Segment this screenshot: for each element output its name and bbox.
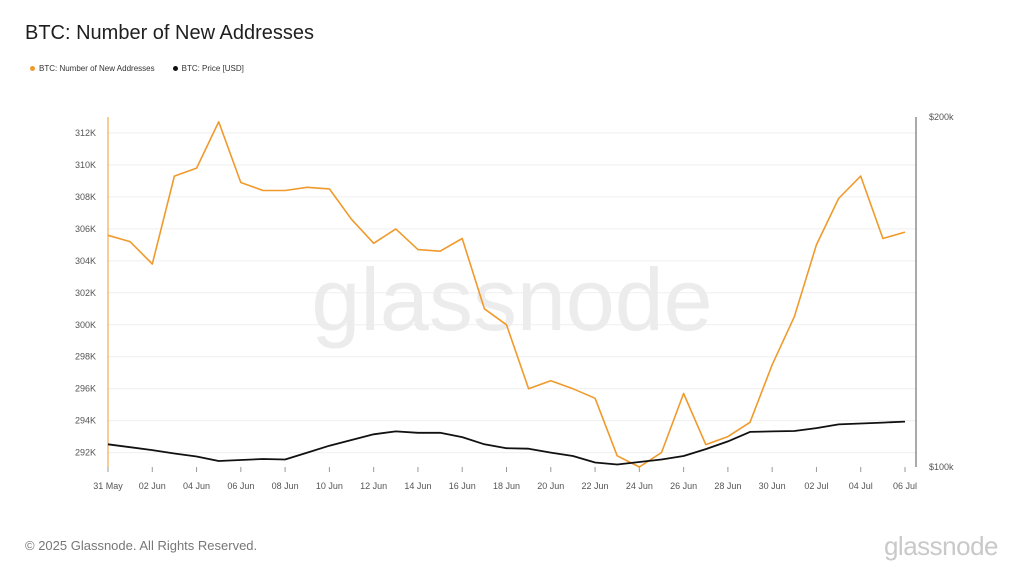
x-tick-label: 08 Jun bbox=[272, 481, 299, 491]
x-tick-label: 30 Jun bbox=[759, 481, 786, 491]
y-tick-label: 310K bbox=[75, 160, 96, 170]
copyright-text: © 2025 Glassnode. All Rights Reserved. bbox=[25, 538, 258, 553]
grid-lines bbox=[108, 132, 916, 454]
x-tick-label: 02 Jul bbox=[804, 481, 828, 491]
x-tick-label: 02 Jun bbox=[139, 481, 166, 491]
legend-item-new-addresses[interactable]: BTC: Number of New Addresses bbox=[30, 64, 155, 73]
y-tick-label: 300K bbox=[75, 320, 96, 330]
series-lines bbox=[107, 121, 906, 468]
x-tick-label: 10 Jun bbox=[316, 481, 343, 491]
chart-title: BTC: Number of New Addresses bbox=[25, 22, 314, 44]
x-tick-label: 28 Jun bbox=[714, 481, 741, 491]
watermark-text: glassnode bbox=[311, 250, 712, 349]
x-tick-label: 16 Jun bbox=[449, 481, 476, 491]
series-line-price[interactable] bbox=[107, 420, 906, 466]
x-tick-label: 18 Jun bbox=[493, 481, 520, 491]
y-tick-label: 292K bbox=[75, 448, 96, 458]
legend-label: BTC: Price [USD] bbox=[181, 64, 244, 73]
y-tick-label: 296K bbox=[75, 384, 96, 394]
y-tick-label: 304K bbox=[75, 256, 96, 266]
x-tick-label: 12 Jun bbox=[360, 481, 387, 491]
right-tick-label: $100k bbox=[929, 462, 954, 472]
y-tick-label: 306K bbox=[75, 224, 96, 234]
legend: BTC: Number of New Addresses BTC: Price … bbox=[30, 64, 244, 73]
x-tick-label: 20 Jun bbox=[537, 481, 564, 491]
right-tick-label: $200k bbox=[929, 112, 954, 122]
x-tick-label: 24 Jun bbox=[626, 481, 653, 491]
x-tick-label: 31 May bbox=[93, 481, 123, 491]
y-tick-label: 312K bbox=[75, 128, 96, 138]
y-tick-label: 308K bbox=[75, 192, 96, 202]
legend-label: BTC: Number of New Addresses bbox=[39, 64, 155, 73]
x-tick-label: 14 Jun bbox=[404, 481, 431, 491]
y-tick-label: 294K bbox=[75, 416, 96, 426]
series-line-new-addresses[interactable] bbox=[107, 121, 906, 468]
x-tick-label: 04 Jul bbox=[849, 481, 873, 491]
x-tick-label: 22 Jun bbox=[582, 481, 609, 491]
left-axis-ticks: 292K 294K 296K 298K 300K 302K 304K 306K 308K 310K… bbox=[75, 128, 96, 458]
y-tick-label: 298K bbox=[75, 352, 96, 362]
y-tick-label: 302K bbox=[75, 288, 96, 298]
legend-item-price[interactable]: BTC: Price [USD] bbox=[172, 64, 244, 73]
x-tick-label: 06 Jun bbox=[227, 481, 254, 491]
x-tick-label: 26 Jun bbox=[670, 481, 697, 491]
legend-dot-icon bbox=[172, 66, 178, 71]
right-axis-ticks: $200k $100k bbox=[929, 112, 954, 472]
x-tick-label: 04 Jun bbox=[183, 481, 210, 491]
legend-dot-icon bbox=[30, 66, 35, 71]
glassnode-logo: glassnode bbox=[883, 531, 999, 561]
x-tick-label: 06 Jul bbox=[893, 481, 917, 491]
x-axis-ticks: 31 May 02 Jun 04 Jun 06 Jun 08 Jun 10 Jun 12 J… bbox=[93, 467, 917, 491]
